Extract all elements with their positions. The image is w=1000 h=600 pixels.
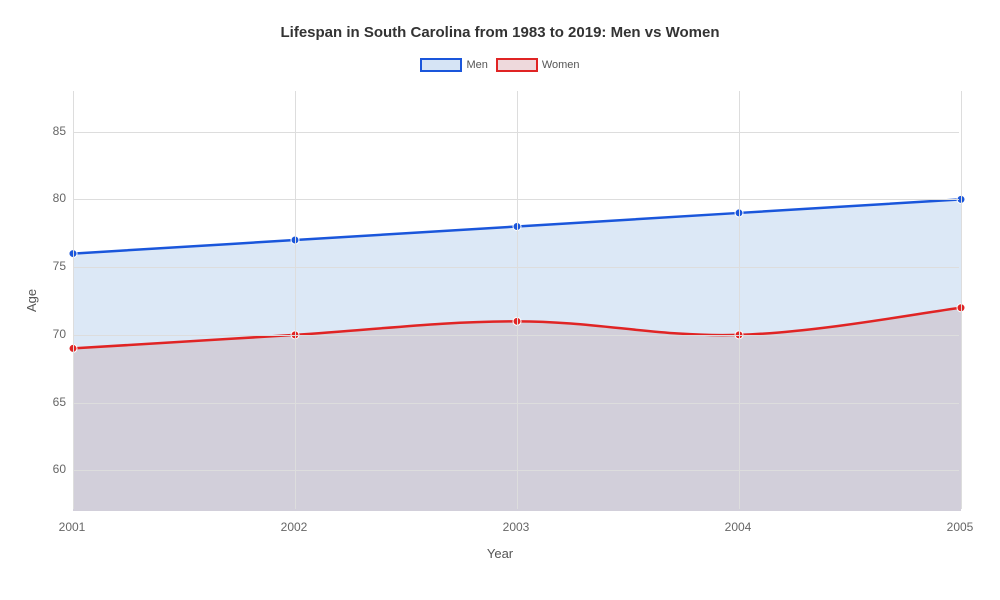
grid-line-v bbox=[739, 91, 740, 509]
x-tick-label: 2002 bbox=[281, 520, 308, 534]
legend: Men Women bbox=[0, 58, 1000, 72]
plot-area bbox=[72, 90, 960, 510]
legend-swatch-women bbox=[496, 58, 538, 72]
legend-item-women: Women bbox=[496, 58, 580, 72]
x-tick-label: 2001 bbox=[59, 520, 86, 534]
y-tick-label: 70 bbox=[42, 327, 66, 341]
y-axis-label: Age bbox=[24, 289, 39, 312]
grid-line-h bbox=[73, 403, 959, 404]
grid-line-v bbox=[517, 91, 518, 509]
grid-line-h bbox=[73, 335, 959, 336]
y-tick-label: 75 bbox=[42, 259, 66, 273]
y-tick-label: 80 bbox=[42, 191, 66, 205]
x-tick-label: 2004 bbox=[725, 520, 752, 534]
x-tick-label: 2005 bbox=[947, 520, 974, 534]
grid-line-h bbox=[73, 470, 959, 471]
x-axis-label: Year bbox=[0, 546, 1000, 561]
grid-line-v bbox=[295, 91, 296, 509]
legend-label-women: Women bbox=[542, 59, 580, 71]
grid-line-h bbox=[73, 267, 959, 268]
y-tick-label: 85 bbox=[42, 124, 66, 138]
legend-item-men: Men bbox=[420, 58, 487, 72]
chart-container: Lifespan in South Carolina from 1983 to … bbox=[0, 0, 1000, 600]
grid-line-h bbox=[73, 199, 959, 200]
grid-line-v bbox=[73, 91, 74, 509]
x-tick-label: 2003 bbox=[503, 520, 530, 534]
legend-swatch-men bbox=[420, 58, 462, 72]
chart-title: Lifespan in South Carolina from 1983 to … bbox=[0, 24, 1000, 41]
grid-line-v bbox=[961, 91, 962, 509]
y-tick-label: 60 bbox=[42, 462, 66, 476]
legend-label-men: Men bbox=[466, 59, 487, 71]
y-tick-label: 65 bbox=[42, 395, 66, 409]
grid-line-h bbox=[73, 132, 959, 133]
